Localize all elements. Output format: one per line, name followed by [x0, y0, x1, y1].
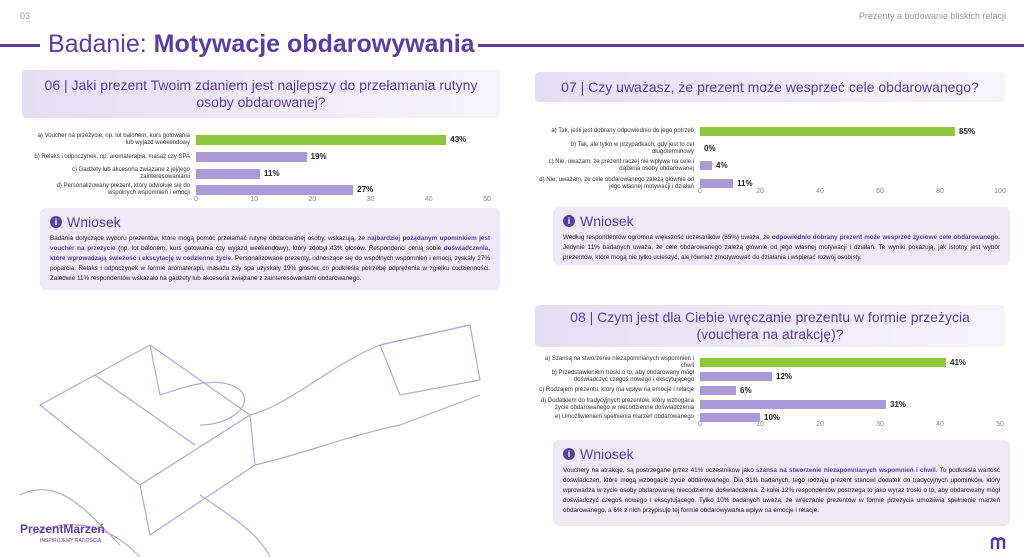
bar	[700, 413, 760, 422]
value-label: 27%	[357, 185, 374, 194]
x-tick-label: 0	[698, 421, 702, 428]
category-label: b) Przedstawieniem troski o to, aby obda…	[551, 369, 694, 383]
bar	[196, 185, 354, 195]
conclusion-header: i Wniosek	[563, 213, 1000, 229]
x-tick-label: 20	[308, 196, 317, 203]
page-number: 03	[20, 11, 31, 21]
highlight: najbardziej pożądanym upominkiem jest vo…	[50, 235, 490, 252]
logo: PrezentMarzeń	[20, 522, 105, 536]
text: (np. lot balonem, kurs gotowania czy wyj…	[115, 245, 444, 252]
x-tick-label: 20	[756, 188, 764, 195]
question: 06 | Jaki prezent Twoim zdaniem jest naj…	[22, 70, 500, 118]
bar	[196, 169, 261, 179]
x-tick-label: 20	[816, 421, 824, 428]
bar	[700, 400, 886, 409]
conclusion-text: Badania dotyczące wyboru prezentów, któr…	[50, 234, 490, 284]
bar	[700, 372, 772, 381]
conclusion-heading: Wniosek	[580, 213, 634, 229]
value-label: 0%	[704, 144, 716, 153]
title-main: Motywacje obdarowywania	[153, 30, 475, 58]
value-label: 12%	[776, 372, 793, 381]
bar	[700, 127, 955, 136]
x-tick-label: 40	[424, 196, 433, 203]
highlight: szansa na stworzenie niezapomnianych wsp…	[756, 467, 936, 474]
category-label: b) Tak, ale tylko w przypadkach, gdy jes…	[570, 141, 694, 155]
value-label: 10%	[764, 413, 781, 422]
conclusion-text: Według respondentów ogromna większość uc…	[563, 233, 1000, 263]
x-tick-label: 100	[994, 188, 1006, 195]
value-label: 31%	[890, 400, 907, 409]
category-label: e) Umożliwieniem spełnienia marzeń obdar…	[554, 414, 694, 420]
x-tick-label: 50	[483, 196, 491, 203]
tagline: INSPIRUJEMY RADOŚCIĄ	[40, 538, 102, 544]
question: 08 | Czym jest dla Ciebie wręczanie prez…	[535, 305, 1005, 347]
value-label: 85%	[959, 127, 976, 136]
conclusion-box: i Wniosek Według respondentów ogromna więk…	[553, 207, 1010, 265]
category-label: b) Relaks i odpoczynek, np. aromaterapia…	[34, 153, 190, 160]
highlight: odpowiednio dobrany prezent może wesprze…	[771, 234, 1000, 241]
category-label: a) Tak, jeśli jest dobrany odpowiednio d…	[551, 128, 694, 134]
x-tick-label: 60	[876, 188, 884, 195]
x-tick-label: 80	[936, 188, 944, 195]
conclusion-box: i Wniosek Vouchery na atrakcje, są postrze…	[553, 440, 1010, 526]
rule	[0, 44, 40, 47]
conclusion-heading: Wniosek	[67, 214, 121, 230]
text: . To podkreśla wartość doświadczeń, któr…	[563, 467, 1000, 514]
category-label: a) Szansą na stworzenie niezapomnianych …	[544, 355, 694, 369]
text: Jedynie 11% badanych uważa, że cele obda…	[563, 244, 1000, 261]
category-label: c) Rodzajem prezentu, który ma wpływ na …	[539, 387, 694, 393]
text: Według respondentów ogromna większość uc…	[563, 234, 772, 241]
illustration	[19, 324, 481, 557]
value-label: 4%	[716, 161, 728, 170]
category-label: c) Nie, uważam, że prezent raczej nie wp…	[548, 158, 694, 172]
bar	[700, 358, 946, 367]
category-label: a) Voucher na przeżycie, np. lot balonem…	[37, 133, 190, 146]
x-tick-label: 50	[996, 421, 1004, 428]
category-label: d) Nie, uważam, że cele obdarowanego zal…	[539, 176, 694, 190]
highlight: doświadczenia, które wprowadzają świeżoś…	[50, 245, 491, 262]
info-icon: i	[563, 448, 575, 460]
bar	[700, 386, 736, 395]
x-tick-label: 40	[816, 188, 824, 195]
conclusion-header: i Wniosek	[563, 446, 1000, 462]
bar	[196, 135, 447, 145]
title-prefix: Badanie:	[48, 30, 147, 58]
bar	[196, 152, 307, 162]
value-label: 41%	[950, 358, 967, 367]
bar	[700, 161, 712, 170]
page-title: Badanie: Motywacje obdarowywania	[48, 30, 475, 59]
conclusion-header: i Wniosek	[50, 214, 490, 230]
info-icon: i	[563, 215, 575, 227]
bar	[700, 179, 733, 188]
value-label: 19%	[310, 152, 327, 161]
section-title: Prezenty a budowanie bliskich relacji	[858, 11, 1006, 21]
x-tick-label: 30	[366, 196, 375, 203]
rule	[478, 44, 1024, 47]
conclusion-heading: Wniosek	[580, 446, 634, 462]
category-label: c) Gadżety lub akcesoria związane z jej/…	[71, 167, 190, 180]
category-label: d) Dodatkiem do tradycyjnych prezentów, …	[540, 397, 694, 411]
value-label: 43%	[450, 135, 467, 144]
text: Badania dotyczące wyboru prezentów, któr…	[50, 235, 368, 242]
x-tick-label: 0	[698, 188, 702, 195]
text: Vouchery na atrakcje, są postrzegane prz…	[563, 467, 757, 474]
x-tick-label: 0	[194, 196, 198, 203]
conclusion-text: Vouchery na atrakcje, są postrzegane prz…	[563, 466, 1000, 516]
conclusion-box: i Wniosek Badania dotyczące wyboru prezent…	[40, 208, 500, 290]
brand-icon	[990, 537, 1006, 549]
value-label: 11%	[737, 179, 753, 188]
value-label: 6%	[740, 386, 752, 395]
x-tick-label: 30	[876, 421, 884, 428]
x-tick-label: 40	[936, 421, 944, 428]
category-label: d) Personalizowany prezent, który odwołu…	[56, 183, 190, 196]
value-label: 11%	[264, 169, 280, 178]
x-tick-label: 10	[250, 196, 259, 203]
text: Personalizowane prezenty, odnoszące się …	[50, 255, 490, 282]
x-tick-label: 10	[756, 421, 764, 428]
info-icon: i	[50, 216, 62, 228]
question: 07 | Czy uważasz, że prezent może wesprz…	[535, 72, 1005, 102]
